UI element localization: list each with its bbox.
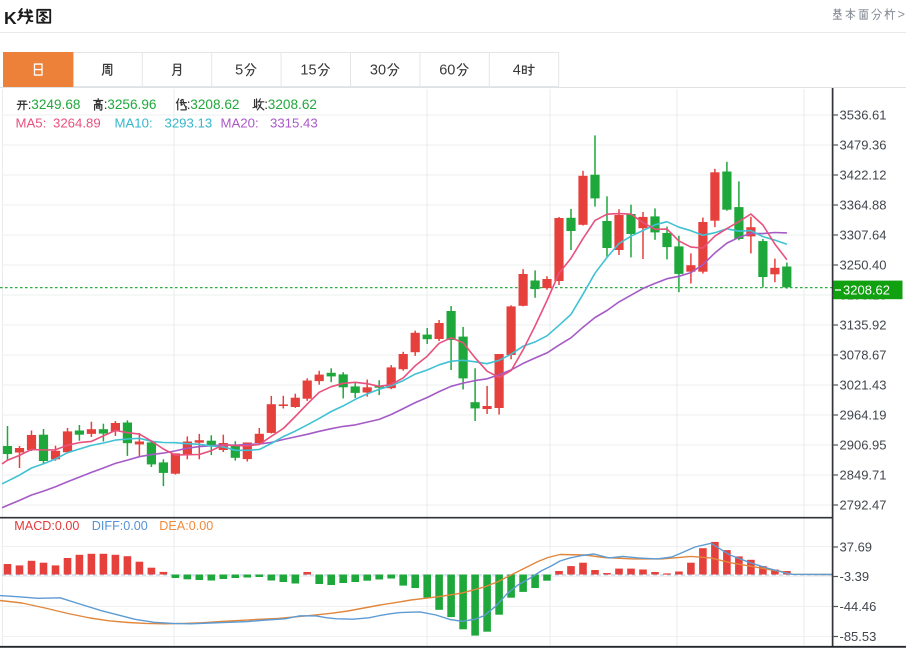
svg-text:3536.61: 3536.61 [840, 108, 887, 123]
svg-text:2792.47: 2792.47 [840, 498, 887, 513]
svg-text:5: 5 [235, 63, 243, 79]
svg-text:3307.64: 3307.64 [840, 228, 887, 243]
svg-text:2964.19: 2964.19 [840, 408, 887, 423]
svg-text:DEA:0.00: DEA:0.00 [159, 519, 213, 533]
svg-text:-44.46: -44.46 [840, 599, 877, 614]
svg-text:15: 15 [300, 63, 316, 79]
svg-text:3364.88: 3364.88 [840, 198, 887, 213]
svg-text:-3.39: -3.39 [840, 569, 870, 584]
svg-text:37.69: 37.69 [840, 540, 873, 555]
svg-text:3208.62: 3208.62 [268, 97, 317, 112]
svg-text:2849.71: 2849.71 [840, 468, 887, 483]
svg-text:MACD:0.00: MACD:0.00 [14, 519, 79, 533]
svg-text:2906.95: 2906.95 [840, 438, 887, 453]
svg-text::: : [264, 97, 268, 112]
svg-text::: : [187, 97, 191, 112]
svg-text:MA5:: MA5: [16, 116, 47, 131]
svg-text:3208.62: 3208.62 [190, 97, 239, 112]
svg-text:3315.43: 3315.43 [270, 116, 318, 131]
svg-text:4: 4 [513, 63, 521, 79]
svg-text::: : [104, 97, 108, 112]
svg-text:3256.96: 3256.96 [107, 97, 156, 112]
svg-text:3208.62: 3208.62 [843, 283, 890, 298]
svg-text::: : [28, 97, 32, 112]
svg-text:3021.43: 3021.43 [840, 378, 887, 393]
svg-text:MA20:: MA20: [221, 116, 259, 131]
svg-text:K: K [4, 8, 17, 28]
svg-text:3293.13: 3293.13 [165, 116, 213, 131]
svg-text:3479.36: 3479.36 [840, 138, 887, 153]
svg-text:30: 30 [370, 63, 386, 79]
svg-text:3135.92: 3135.92 [840, 318, 887, 333]
svg-text:60: 60 [439, 63, 455, 79]
svg-text:3250.40: 3250.40 [840, 258, 887, 273]
svg-text:3249.68: 3249.68 [31, 97, 80, 112]
svg-text:-85.53: -85.53 [840, 629, 877, 644]
svg-text:MA10:: MA10: [115, 116, 153, 131]
svg-text:DIFF:0.00: DIFF:0.00 [92, 519, 148, 533]
svg-text:3422.12: 3422.12 [840, 168, 887, 183]
svg-text:3264.89: 3264.89 [53, 116, 101, 131]
svg-text:3078.67: 3078.67 [840, 348, 887, 363]
svg-text:>: > [898, 6, 905, 21]
